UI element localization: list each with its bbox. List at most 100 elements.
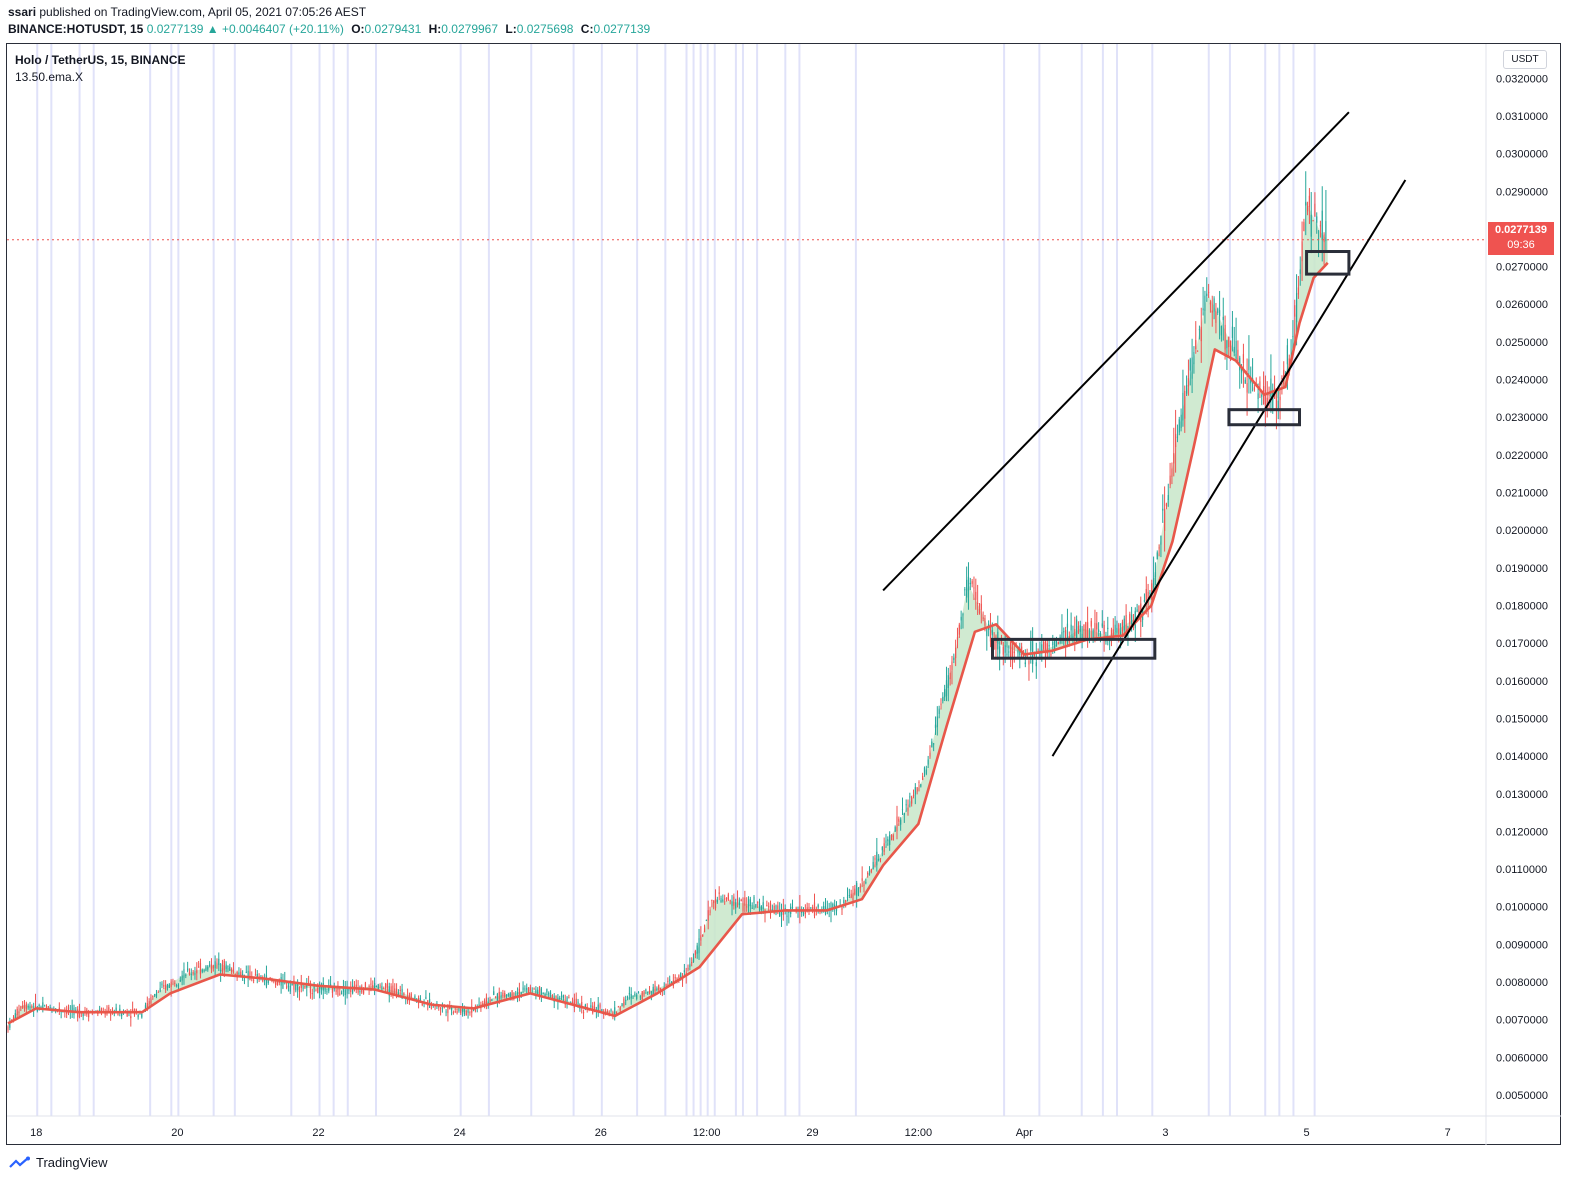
candle-body <box>243 979 246 981</box>
candle-body <box>1286 345 1289 365</box>
candle-body <box>154 994 156 996</box>
candle-body <box>874 857 876 861</box>
footer-brand: TradingView <box>36 1155 108 1170</box>
indicator-legend[interactable]: 13.50.ema.X <box>15 70 84 84</box>
session-band <box>636 44 639 1116</box>
candle-body <box>414 995 416 1001</box>
ema-line[interactable] <box>7 261 1329 1025</box>
candle-body <box>256 973 258 978</box>
candle-body <box>463 1008 466 1015</box>
candle-body <box>372 985 374 988</box>
candle-body <box>335 989 337 992</box>
candle-body <box>984 618 986 626</box>
candle-body <box>7 1026 9 1031</box>
candle-body <box>326 991 328 993</box>
candle-body <box>1228 336 1230 348</box>
candle-body <box>165 984 167 990</box>
currency-badge[interactable]: USDT <box>1503 50 1547 69</box>
candle-body <box>1182 392 1184 421</box>
candle-body <box>524 988 526 990</box>
candle-body <box>621 1003 623 1007</box>
candle-body <box>190 973 192 975</box>
candle-body <box>188 971 191 975</box>
candle-body <box>1266 397 1268 409</box>
ohlc-bar: BINANCE:HOTUSDT, 15 0.0277139 ▲ +0.00464… <box>8 22 650 36</box>
support-zone-box[interactable] <box>1305 250 1351 276</box>
candle-body <box>297 983 299 991</box>
candle-body <box>889 834 891 845</box>
candle-body <box>1028 660 1030 665</box>
tradingview-footer[interactable]: TradingView <box>8 1155 108 1170</box>
candle-body <box>221 968 224 972</box>
candle-body <box>1066 623 1069 628</box>
candle-body <box>1224 324 1226 350</box>
chart-frame[interactable] <box>6 43 1561 1145</box>
candle-body <box>537 989 539 995</box>
candle-body <box>1310 214 1312 237</box>
candle-body <box>639 996 641 998</box>
y-tick-label: 0.0080000 <box>1496 977 1548 989</box>
y-tick-label: 0.0320000 <box>1496 73 1548 85</box>
candle-body <box>1281 377 1283 379</box>
support-zone-box[interactable] <box>991 637 1157 660</box>
candle-body <box>751 907 753 909</box>
publish-info: ssari published on TradingView.com, Apri… <box>8 5 366 19</box>
candle-body <box>203 970 205 972</box>
candle-body <box>1151 583 1153 601</box>
candle-body <box>846 896 849 898</box>
y-tick-label: 0.0220000 <box>1496 450 1548 462</box>
candle-body <box>1229 340 1232 360</box>
candle-body <box>786 915 788 917</box>
candle-body <box>868 870 871 876</box>
candle-body <box>1085 622 1087 642</box>
support-zone-box[interactable] <box>1227 408 1302 427</box>
candle-body <box>571 1001 574 1004</box>
candle-body <box>487 1002 489 1004</box>
candle-body <box>456 1011 458 1014</box>
candle-body <box>1024 662 1026 665</box>
candle-body <box>962 613 964 616</box>
candle-body <box>991 630 993 636</box>
candle-body <box>1041 644 1043 651</box>
y-tick-label: 0.0100000 <box>1496 902 1548 914</box>
session-band <box>798 44 801 1116</box>
candle-body <box>238 972 240 975</box>
candle-body <box>1196 350 1199 352</box>
candle-body <box>560 995 563 997</box>
candle-body <box>117 1014 119 1016</box>
candle-body <box>1301 241 1303 262</box>
candle-body <box>1114 624 1116 632</box>
candle-body <box>1323 234 1325 243</box>
candle-body <box>1233 346 1235 353</box>
trendline[interactable] <box>1051 179 1407 757</box>
candle-body <box>315 990 317 992</box>
candle-body <box>1107 627 1109 629</box>
candle-body <box>38 1005 40 1007</box>
candle-body <box>944 688 946 698</box>
x-tick-label: 20 <box>171 1127 183 1139</box>
candle-body <box>1011 647 1014 657</box>
bar-countdown: 09:36 <box>1507 239 1535 251</box>
candle-body <box>253 979 255 981</box>
y-tick-label: 0.0050000 <box>1496 1090 1548 1102</box>
close-label: C: <box>580 22 594 36</box>
y-tick-label: 0.0290000 <box>1496 186 1548 198</box>
candle-body <box>375 986 378 988</box>
session-band <box>734 44 737 1116</box>
candle-body <box>172 980 174 982</box>
candle-body <box>881 846 883 851</box>
candle-body <box>548 992 550 995</box>
candle-body <box>740 899 742 902</box>
candle-body <box>493 991 495 995</box>
trendline[interactable] <box>882 111 1350 592</box>
candle-body <box>922 775 924 780</box>
candle-body <box>975 591 977 600</box>
candle-body <box>724 898 726 900</box>
candle-body <box>773 905 775 914</box>
candle-body <box>670 981 673 985</box>
candle-body <box>896 816 898 832</box>
candle-body <box>1050 653 1052 656</box>
candle-body <box>1013 651 1015 654</box>
candle-body <box>533 987 535 989</box>
